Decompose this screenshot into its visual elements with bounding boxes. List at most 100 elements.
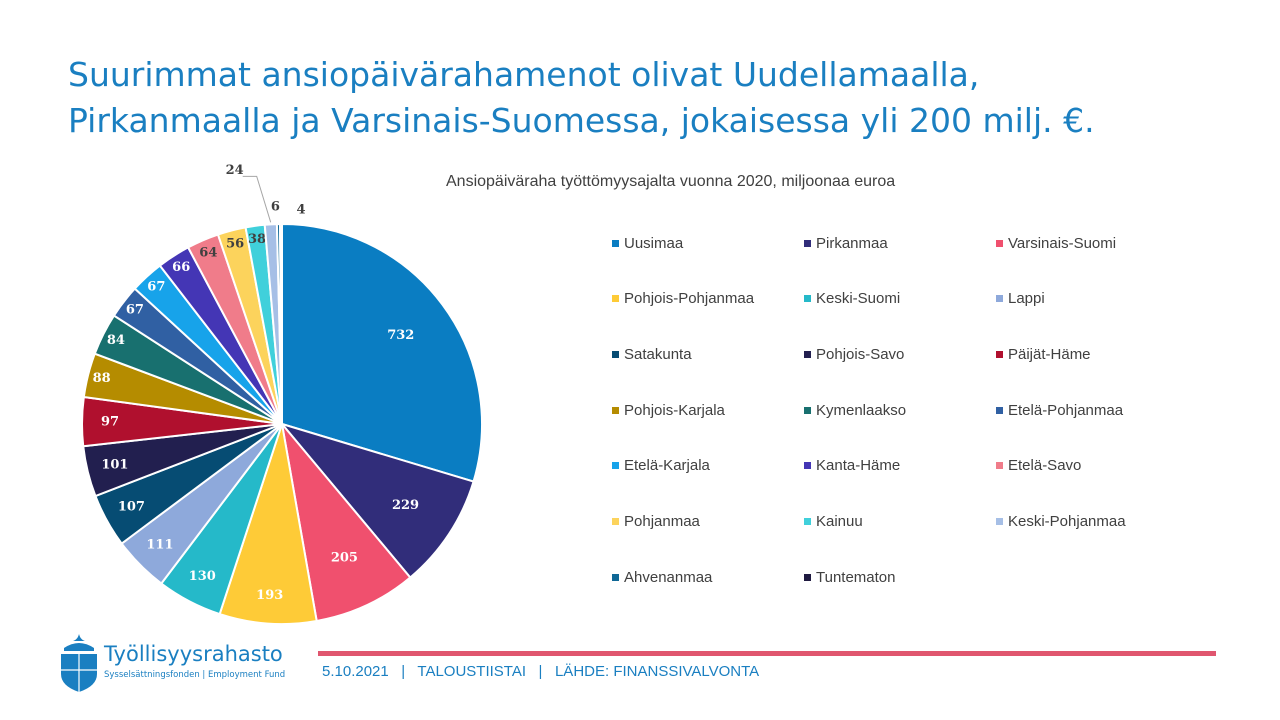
legend-label: Kainuu [816, 512, 863, 530]
employment-fund-logo: Työllisyysrahasto Sysselsättningsfonden … [58, 632, 318, 694]
legend-label: Kanta-Häme [816, 457, 901, 475]
pie-slice-varsinais-suomi [280, 420, 412, 623]
legend-label: Varsinais-Suomi [1008, 234, 1117, 252]
logo-name: Työllisyysrahasto [104, 642, 283, 666]
legend-item-paijat-hame: Päijät-Häme [996, 342, 1206, 366]
data-label-pirkanmaa: 229 [392, 498, 419, 513]
legend-label: Pohjois-Karjala [624, 401, 725, 419]
legend-label: Keski-Suomi [816, 290, 901, 308]
legend-item-kanta-hame: Kanta-Häme [804, 454, 996, 478]
legend-swatch [804, 406, 811, 414]
legend-item-etela-pohjanmaa: Etelä-Pohjanmaa [996, 398, 1206, 422]
pie-slice-tuntematon [278, 222, 283, 425]
slide-title: Suurimmat ansiopäivärahamenot olivat Uud… [68, 52, 1248, 144]
legend-label: Uusimaa [624, 234, 684, 252]
legend-swatch [804, 350, 811, 358]
data-label-kainuu: 38 [248, 232, 266, 247]
legend-item-lappi: Lappi [996, 287, 1206, 311]
data-label-keski-suomi: 130 [189, 569, 216, 584]
data-label-paijat-hame: 97 [101, 414, 119, 429]
legend-label: Keski-Pohjanmaa [1008, 512, 1126, 530]
data-label-ahvenanmaa: 6 [271, 200, 280, 215]
legend-label: Pohjanmaa [624, 512, 700, 530]
legend-item-satakunta: Satakunta [612, 342, 804, 366]
legend-swatch [804, 295, 811, 303]
data-label-keski-pohjanmaa: 24 [226, 163, 244, 178]
footer-source: LÄHDE: FINANSSIVALVONTA [554, 663, 760, 680]
slide-title-line-1: Suurimmat ansiopäivärahamenot olivat Uud… [68, 55, 980, 94]
acorn-shield-icon [61, 634, 97, 692]
pie-slice-uusimaa [281, 222, 483, 483]
legend-swatch [996, 462, 1003, 470]
slide-title-line-2: Pirkanmaalla ja Varsinais-Suomessa, joka… [68, 101, 1095, 140]
data-label-etela-karjala: 67 [147, 279, 165, 294]
legend-item-pohjanmaa: Pohjanmaa [612, 509, 804, 533]
legend-label: Pirkanmaa [816, 234, 888, 252]
legend-swatch [804, 239, 811, 247]
legend-label: Tuntematon [816, 568, 896, 586]
legend-swatch [612, 406, 619, 414]
legend-swatch [612, 350, 619, 358]
legend-label: Etelä-Pohjanmaa [1008, 401, 1124, 419]
data-label-tuntematon: 4 [296, 203, 305, 218]
legend-item-uusimaa: Uusimaa [612, 231, 804, 255]
data-label-pohjois-savo: 101 [101, 457, 128, 472]
data-label-kymenlaakso: 84 [107, 333, 125, 348]
legend-item-varsinais-suomi: Varsinais-Suomi [996, 231, 1206, 255]
legend-swatch [996, 239, 1003, 247]
legend-swatch [996, 517, 1003, 525]
legend-item-tuntematon: Tuntematon [804, 565, 996, 589]
legend-label: Ahvenanmaa [624, 568, 713, 586]
data-label-kanta-hame: 66 [172, 260, 190, 275]
data-label-etela-savo: 64 [199, 246, 217, 261]
legend-item-pohjois-savo: Pohjois-Savo [804, 342, 996, 366]
legend-swatch [804, 573, 811, 581]
legend-item-keski-pohjanmaa: Keski-Pohjanmaa [996, 509, 1206, 533]
pie-slice-pirkanmaa [279, 422, 475, 579]
data-label-pohjanmaa: 56 [226, 236, 244, 251]
legend-swatch [996, 350, 1003, 358]
legend-swatch [612, 573, 619, 581]
leader-line-keski-pohjanmaa [242, 175, 272, 223]
footer-separator-1: | [401, 663, 406, 680]
legend-item-kainuu: Kainuu [804, 509, 996, 533]
footer-series: TALOUSTIISTAI [417, 663, 527, 680]
footer-text: 5.10.2021 | TALOUSTIISTAI | LÄHDE: FINAN… [322, 663, 759, 680]
data-label-varsinais-suomi: 205 [331, 551, 358, 566]
footer-divider [318, 651, 1216, 656]
legend-item-ahvenanmaa: Ahvenanmaa [612, 565, 804, 589]
legend-item-pirkanmaa: Pirkanmaa [804, 231, 996, 255]
legend-label: Kymenlaakso [816, 401, 907, 419]
data-label-pohjois-pohjanmaa: 193 [256, 588, 283, 603]
legend-swatch [612, 239, 619, 247]
legend-label: Etelä-Karjala [624, 457, 710, 475]
pie-slice-pohjois-pohjanmaa [218, 423, 318, 625]
legend-label: Pohjois-Savo [816, 345, 905, 363]
legend-item-etela-savo: Etelä-Savo [996, 454, 1206, 478]
chart-title: Ansiopäiväraha työttömyysajalta vuonna 2… [446, 173, 896, 190]
legend-item-pohjois-karjala: Pohjois-Karjala [612, 398, 804, 422]
logo-subtitle: Sysselsättningsfonden | Employment Fund [104, 670, 286, 680]
footer-date: 5.10.2021 [322, 663, 389, 680]
legend-swatch [996, 295, 1003, 303]
data-label-pohjois-karjala: 88 [93, 371, 111, 386]
legend-swatch [612, 295, 619, 303]
chart-legend: Uusimaa Pirkanmaa Varsinais-Suomi Pohjois-P… [612, 231, 1212, 621]
data-label-lappi: 111 [146, 538, 173, 553]
data-label-satakunta: 107 [118, 500, 145, 515]
legend-label: Satakunta [624, 345, 692, 363]
legend-swatch [996, 406, 1003, 414]
legend-label: Päijät-Häme [1008, 345, 1091, 363]
legend-item-etela-karjala: Etelä-Karjala [612, 454, 804, 478]
legend-item-kymenlaakso: Kymenlaakso [804, 398, 996, 422]
legend-swatch [804, 462, 811, 470]
legend-swatch [612, 462, 619, 470]
legend-item-keski-suomi: Keski-Suomi [804, 287, 996, 311]
legend-swatch [804, 517, 811, 525]
data-label-uusimaa: 732 [387, 328, 414, 343]
data-label-etela-pohjanmaa: 67 [126, 303, 144, 318]
legend-swatch [612, 517, 619, 525]
legend-label: Pohjois-Pohjanmaa [624, 290, 755, 308]
legend-label: Lappi [1008, 290, 1045, 308]
